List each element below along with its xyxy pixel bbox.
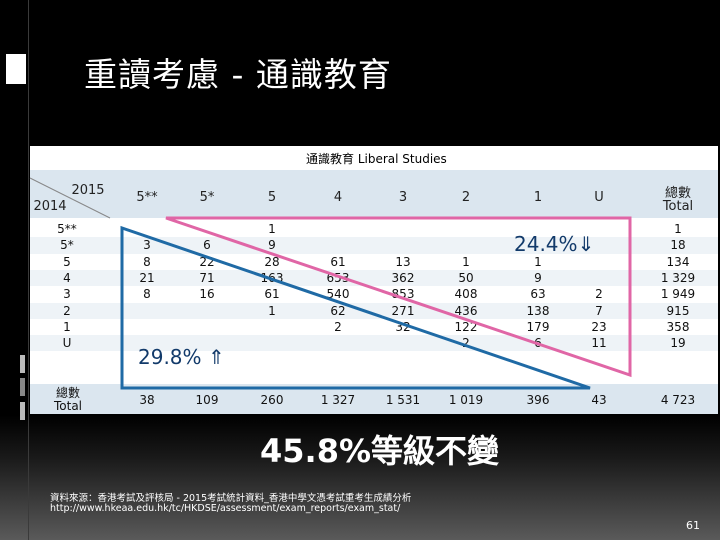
table-cell: 13: [395, 254, 411, 269]
row-label: 5*: [60, 238, 74, 253]
table-cell: 8: [143, 287, 151, 302]
table-cell: 9: [534, 270, 542, 285]
column-header: 5**: [136, 190, 158, 205]
table-cell: 179: [526, 319, 550, 334]
side-marker: [20, 402, 25, 420]
total-cell: 43: [591, 393, 607, 407]
side-marker: [20, 378, 25, 396]
table-cell: 28: [264, 254, 280, 269]
total-cell: 1 019: [448, 393, 484, 407]
row-total: 1 329: [660, 270, 696, 285]
total-cell: 38: [139, 393, 155, 407]
table-cell: 32: [395, 319, 411, 334]
source-line-2: http://www.hkeaa.edu.hk/tc/HKDSE/assessm…: [50, 503, 401, 514]
table-cell: 3: [143, 238, 151, 253]
table-cell: 1: [268, 222, 276, 236]
table-cell: 9: [268, 238, 276, 253]
table-cell: 7: [595, 303, 603, 318]
table-cell: 2: [462, 336, 470, 351]
column-header: 1: [533, 190, 543, 205]
row-label: 5**: [57, 222, 77, 236]
table-cell: 853: [391, 287, 415, 302]
pink-percent-label: 24.4%⇓: [514, 232, 595, 256]
column-header: U: [594, 190, 604, 205]
page-number: 61: [686, 519, 700, 532]
row-total: 134: [666, 254, 690, 269]
row-total: 358: [666, 319, 690, 334]
table-cell: 61: [264, 287, 280, 302]
table-cell: 21: [139, 270, 155, 285]
total-cell: 260: [260, 393, 284, 407]
column-header: 5: [267, 190, 277, 205]
table-cell: 50: [458, 270, 474, 285]
column-header: 3: [398, 190, 408, 205]
headline: 45.8%等級不變: [260, 432, 500, 470]
total-cell: 396: [526, 393, 550, 407]
side-marker: [20, 355, 25, 373]
page-title: 重讀考慮 - 通識教育: [84, 55, 392, 94]
row-total: 18: [670, 238, 686, 253]
table-header-bg: [30, 170, 718, 218]
blue-percent-label: 29.8% ⇑: [138, 345, 225, 369]
table-cell: 16: [199, 287, 215, 302]
total-row-label: Total: [53, 399, 83, 413]
table-cell: 23: [591, 319, 607, 334]
table-cell: 2: [334, 319, 342, 334]
row-label: 1: [63, 319, 71, 334]
total-row-label: 總數: [55, 386, 80, 400]
row-label: 2: [63, 303, 71, 318]
column-header: 2: [461, 190, 471, 205]
row-label: 5: [63, 254, 71, 269]
table-cell: 2: [595, 287, 603, 302]
table-cell: 1: [268, 303, 276, 318]
table-cell: 61: [330, 254, 346, 269]
row-label: U: [62, 336, 72, 351]
column-header: 5*: [199, 190, 215, 205]
row-total: 1: [674, 222, 682, 236]
row-total: 19: [670, 336, 686, 351]
table-cell: 138: [526, 303, 550, 318]
row-label: 3: [63, 287, 71, 302]
table-cell: 540: [326, 287, 350, 302]
table-cell: 163: [260, 270, 284, 285]
table-cell: 122: [454, 319, 478, 334]
source-line-1: 資料來源：香港考試及評核局 - 2015考試統計資料_香港中學文憑考試重考生成績…: [50, 493, 412, 504]
corner-year-2014: 2014: [33, 199, 67, 214]
left-rule: [28, 0, 29, 540]
table-cell: 11: [591, 336, 607, 351]
corner-year-2015: 2015: [71, 183, 105, 198]
table-cell: 8: [143, 254, 151, 269]
table-cell: 1: [462, 254, 470, 269]
table-cell: 408: [454, 287, 478, 302]
total-cell: 1 531: [385, 393, 421, 407]
table-cell: 71: [199, 270, 215, 285]
column-header: 4: [333, 190, 343, 205]
table-cell: 436: [454, 303, 478, 318]
table-cell: 653: [326, 270, 350, 285]
total-column-header: 總數: [664, 186, 691, 201]
grand-total: 4 723: [660, 393, 696, 407]
total-cell: 109: [195, 393, 219, 407]
table-cell: 6: [203, 238, 211, 253]
table-subtitle: 通識教育 Liberal Studies: [306, 152, 447, 166]
table-cell: 1: [534, 254, 542, 269]
row-total: 915: [666, 303, 690, 318]
decor-square-bottom: [6, 70, 26, 84]
bottom-gradient: [0, 415, 720, 540]
table-cell: 271: [391, 303, 415, 318]
decor-square-top: [6, 54, 26, 70]
table-cell: 6: [534, 336, 542, 351]
table-cell: 362: [391, 270, 415, 285]
table-cell: 62: [330, 303, 346, 318]
table-cell: 22: [199, 254, 215, 269]
row-label: 4: [63, 270, 71, 285]
row-total: 1 949: [660, 287, 696, 302]
total-cell: 1 327: [320, 393, 356, 407]
total-column-header: Total: [662, 199, 694, 214]
table-cell: 63: [530, 287, 546, 302]
